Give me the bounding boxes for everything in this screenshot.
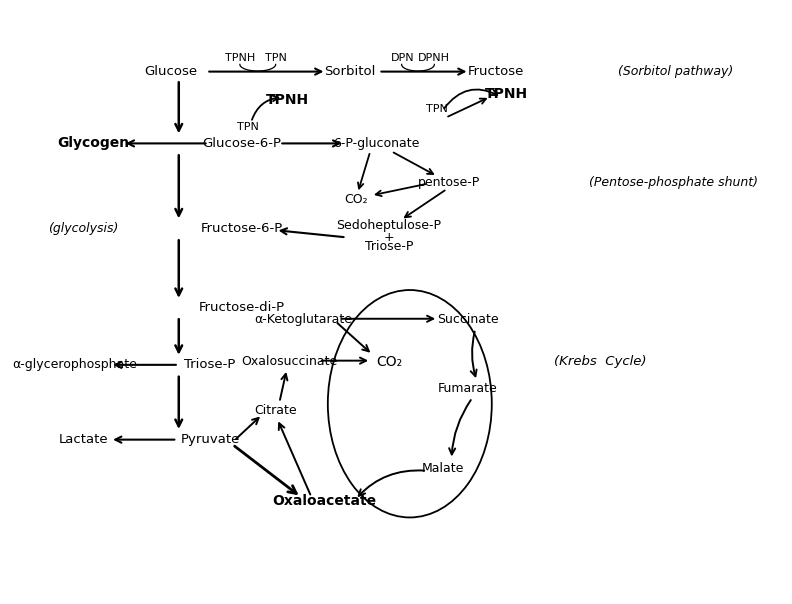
Text: Sorbitol: Sorbitol <box>325 65 376 78</box>
Text: TPN: TPN <box>265 53 287 63</box>
Text: Glucose-6-P: Glucose-6-P <box>203 137 282 150</box>
Text: Lactate: Lactate <box>59 433 109 446</box>
Text: α-Ketoglutarate: α-Ketoglutarate <box>254 313 352 326</box>
Text: TPNH: TPNH <box>225 53 255 63</box>
Text: DPN: DPN <box>390 53 414 63</box>
Text: +: + <box>383 231 394 244</box>
Text: Oxaloacetate: Oxaloacetate <box>272 493 376 508</box>
Text: Sedoheptulose-P: Sedoheptulose-P <box>337 219 441 233</box>
Text: Pyruvate: Pyruvate <box>181 433 240 446</box>
Text: TPNH: TPNH <box>266 93 309 107</box>
Text: Glucose: Glucose <box>145 65 198 78</box>
Text: Malate: Malate <box>422 462 465 475</box>
Text: 6-P-gluconate: 6-P-gluconate <box>333 137 420 150</box>
Text: Citrate: Citrate <box>254 405 297 417</box>
Text: DPNH: DPNH <box>417 53 450 63</box>
Text: Triose-P: Triose-P <box>185 358 236 371</box>
Text: CO₂: CO₂ <box>376 355 402 369</box>
Text: Succinate: Succinate <box>437 313 499 326</box>
Text: Oxalosuccinate: Oxalosuccinate <box>241 355 337 368</box>
Text: Glycogen: Glycogen <box>57 137 129 150</box>
Text: pentose-P: pentose-P <box>417 176 480 189</box>
Text: TPN: TPN <box>425 104 447 114</box>
Text: Fructose-di-P: Fructose-di-P <box>199 301 285 315</box>
Text: Triose-P: Triose-P <box>365 240 413 254</box>
Text: TPNH: TPNH <box>485 87 528 101</box>
Text: TPN: TPN <box>237 121 259 132</box>
Text: Fumarate: Fumarate <box>438 382 498 395</box>
Text: α-glycerophosphate: α-glycerophosphate <box>12 358 137 371</box>
Text: Fructose-6-P: Fructose-6-P <box>201 222 284 236</box>
Text: (Krebs  Cycle): (Krebs Cycle) <box>554 355 646 368</box>
Text: Fructose: Fructose <box>467 65 524 78</box>
Text: (Sorbitol pathway): (Sorbitol pathway) <box>619 65 733 78</box>
Text: (Pentose-phosphate shunt): (Pentose-phosphate shunt) <box>588 176 758 189</box>
Text: (glycolysis): (glycolysis) <box>48 222 119 236</box>
Text: CO₂: CO₂ <box>345 193 368 205</box>
